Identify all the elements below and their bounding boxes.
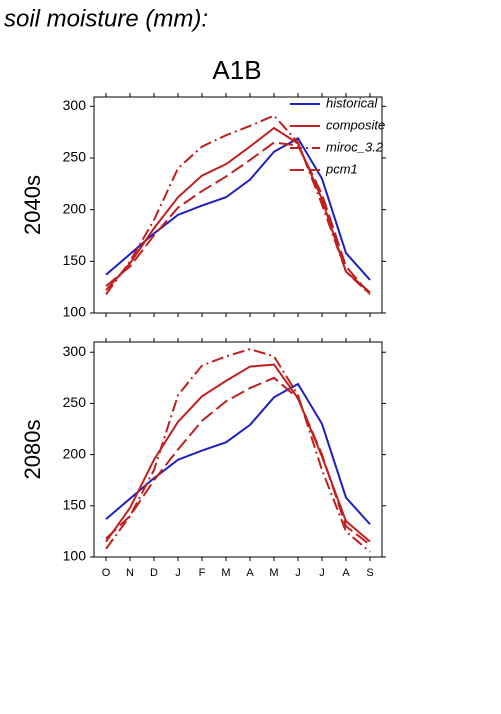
x-tick-label: J: [175, 567, 181, 579]
y-tick-label: 200: [63, 200, 87, 216]
x-tick-label: O: [102, 567, 111, 579]
x-tick-label: M: [221, 567, 230, 579]
plot-frame: [93, 96, 383, 314]
y-axis-label: 2040s: [20, 175, 45, 235]
data-line: [105, 141, 371, 296]
y-tick-label: 200: [63, 445, 87, 461]
page-title: soil moisture (mm):: [4, 5, 208, 32]
data-line: [105, 126, 371, 294]
x-tick-label: D: [150, 567, 158, 579]
data-line: [105, 348, 371, 553]
x-tick-label: J: [319, 567, 325, 579]
data-line: [105, 376, 371, 546]
legend-label: pcm1: [325, 161, 358, 176]
x-tick-label: N: [126, 567, 134, 579]
x-tick-label: M: [269, 567, 278, 579]
y-axis-label: 2080s: [20, 420, 45, 480]
scenario-title: A1B: [212, 55, 261, 85]
y-tick-label: 150: [63, 497, 87, 513]
y-tick-label: 100: [63, 304, 87, 320]
y-tick-label: 250: [63, 149, 87, 165]
data-line: [105, 382, 371, 525]
x-tick-label: A: [342, 567, 350, 579]
legend-label: composite: [326, 117, 385, 132]
x-tick-label: F: [199, 567, 206, 579]
x-tick-label: A: [246, 567, 254, 579]
data-line: [105, 363, 371, 543]
y-tick-label: 300: [63, 97, 87, 113]
y-tick-label: 150: [63, 252, 87, 268]
legend-label: historical: [326, 95, 378, 110]
y-tick-label: 100: [63, 548, 87, 564]
x-tick-label: S: [366, 567, 373, 579]
legend-label: miroc_3.2: [326, 139, 384, 154]
x-tick-label: J: [295, 567, 301, 579]
y-tick-label: 250: [63, 394, 87, 410]
plot-frame: [93, 341, 383, 558]
data-line: [105, 136, 371, 281]
y-tick-label: 300: [63, 343, 87, 359]
